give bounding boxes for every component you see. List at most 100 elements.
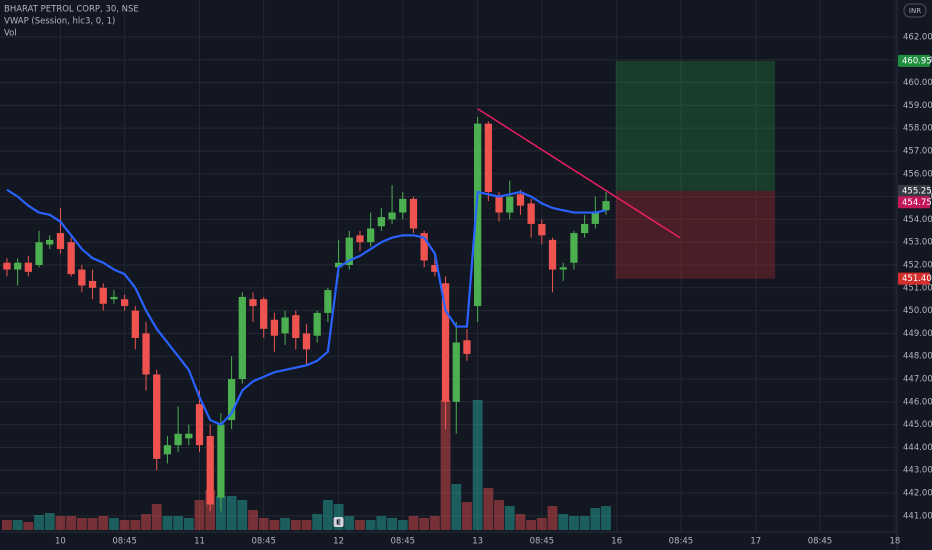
event-label: E [336,519,341,527]
candle-body [602,201,610,211]
x-tick-label: 08:45 [669,537,694,547]
target-zone [615,60,776,191]
volume-bar [76,518,87,530]
y-tick-label: 450.00 [903,306,932,316]
volume-bar [440,400,451,530]
x-tick-label: 17 [750,537,761,547]
candle-body [313,312,321,336]
candle-body [292,315,300,338]
volume-bar [494,500,504,530]
y-tick-label: 457.00 [903,146,932,156]
candle-body [227,379,236,421]
y-tick-label: 442.00 [903,489,932,499]
volume-bar [504,506,515,530]
candle-body [3,262,11,270]
volume-bar [194,500,205,530]
candle-body [249,299,257,307]
volume-bar [536,518,547,530]
indicator-label: Vol [4,29,17,39]
candle-body [334,262,343,268]
vwap-line [6,188,607,426]
candle-body [495,196,503,213]
candle-body [527,203,535,224]
volume-bar [355,520,365,530]
y-tick-label: 447.00 [903,375,932,385]
volume-bar [109,518,119,530]
currency-label[interactable]: INR [909,7,921,15]
candle-body [548,239,557,270]
candle-body [356,235,364,243]
candle-body [580,223,589,234]
volume-bar [280,518,291,530]
candle-body [506,196,514,213]
stop-zone [615,190,776,279]
chart-title: BHARAT PETROL CORP, 30, NSE [4,5,139,15]
y-tick-label: 445.00 [903,420,932,430]
volume-bar [451,484,462,530]
indicator-label: VWAP (Session, hlc3, 0, 1) [4,17,115,27]
currency-badge[interactable] [903,3,927,18]
candle-body [67,242,75,275]
y-tick-label: 451.00 [903,283,932,293]
candle-body [195,404,204,446]
volume-bar [344,516,355,530]
volume-bar [472,400,483,530]
candle-body [56,233,65,250]
candle-body [367,228,375,243]
x-tick-label: 08:45 [251,537,276,547]
candle-body [153,374,161,459]
price-tag-label: 451.40 [902,274,932,284]
candle-body [24,262,32,272]
y-tick-label: 454.00 [903,215,932,225]
candle-body [463,340,471,354]
y-tick-label: 458.00 [903,124,932,134]
volume-bar [590,508,601,530]
volume-bar [387,518,397,530]
candle-body [399,198,407,213]
candle-body [570,233,578,263]
volume-bar [34,515,44,530]
price-tag [898,54,930,67]
y-tick-label: 452.00 [903,261,932,271]
y-tick-label: 446.00 [903,397,932,407]
candle-body [174,433,182,446]
volume-bar [601,506,611,530]
volume-bar [376,516,387,530]
price-tag-label: 460.95 [902,56,932,66]
volume-bar [66,516,77,530]
volume-bar [98,516,109,530]
y-tick-label: 460.00 [903,78,932,88]
volume-bar [397,520,408,530]
x-tick-label: 18 [889,537,900,547]
x-tick-label: 16 [611,537,622,547]
y-tick-label: 462.00 [903,32,932,42]
candle-body [163,445,172,455]
price-tag [898,196,930,209]
volume-bar [44,513,55,530]
volume-bar [312,514,323,530]
candle-body [217,424,225,498]
y-tick-label: 444.00 [903,443,932,453]
volume-bar [579,516,590,530]
candle-body [441,283,450,402]
candle-body [206,436,214,505]
candle-body [238,296,246,380]
volume-bar [226,496,237,530]
volume-bar [215,496,226,530]
y-tick-label: 448.00 [903,352,932,362]
candle-body [142,333,150,375]
volume-bar [462,502,472,530]
volume-bar [130,520,141,530]
candle-body [559,267,567,270]
x-tick-label: 10 [55,537,66,547]
volume-bar [55,516,66,530]
x-tick-label: 08:45 [391,537,416,547]
volume-bar [248,510,258,530]
volume-bar [526,520,537,530]
volume-bar [483,488,494,530]
volume-bar [365,520,376,530]
y-tick-label: 456.00 [903,169,932,179]
volume-bar [408,516,419,530]
price-tag [898,184,930,197]
volume-bar [173,516,184,530]
